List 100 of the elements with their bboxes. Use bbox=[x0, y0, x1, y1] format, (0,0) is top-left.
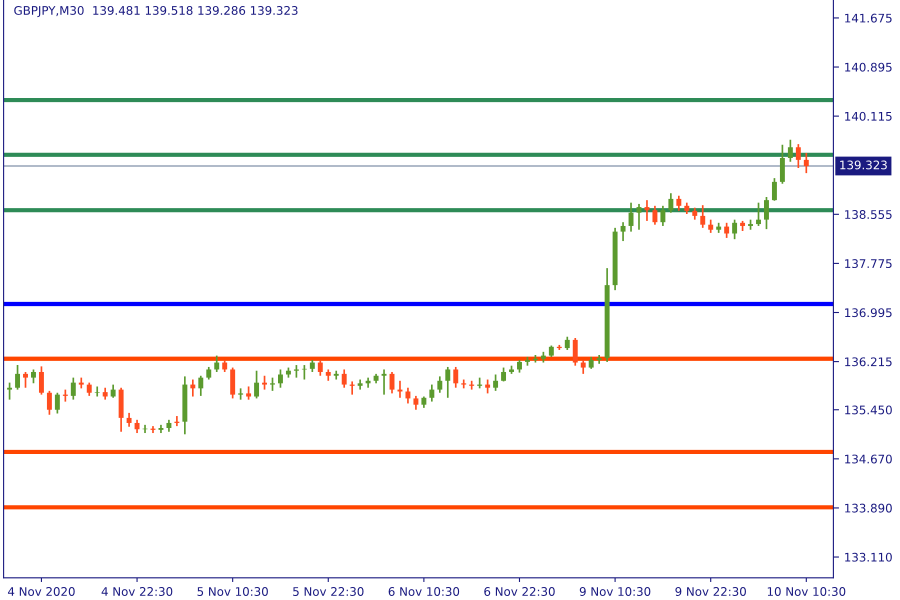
candlestick bbox=[390, 371, 394, 394]
candlestick bbox=[756, 202, 761, 227]
candlestick bbox=[453, 366, 458, 389]
y-tick-label: 136.995 bbox=[845, 308, 892, 318]
candlestick bbox=[676, 194, 682, 212]
candlestick bbox=[134, 418, 140, 434]
ref-line-label: 139.323 bbox=[840, 160, 887, 170]
y-tick-label: 137.775 bbox=[845, 259, 892, 268]
candlestick bbox=[94, 386, 100, 398]
candlestick bbox=[652, 204, 658, 226]
candlestick bbox=[38, 365, 44, 396]
candlestick bbox=[23, 371, 28, 389]
candlestick bbox=[485, 378, 490, 394]
y-tick-label: 135.450 bbox=[845, 405, 892, 414]
candlestick bbox=[437, 376, 442, 394]
candlestick bbox=[660, 204, 666, 227]
candlestick bbox=[628, 202, 634, 232]
candlestick bbox=[748, 218, 754, 231]
candlestick bbox=[374, 373, 379, 384]
candlestick bbox=[70, 376, 76, 401]
candlestick bbox=[493, 374, 498, 392]
y-tick-label: 134.670 bbox=[845, 454, 892, 464]
candlestick bbox=[246, 386, 252, 401]
y-tick-label: 133.110 bbox=[845, 552, 892, 562]
y-tick-label: 140.895 bbox=[845, 62, 892, 72]
candlestick bbox=[732, 218, 738, 240]
candlestick bbox=[405, 386, 410, 404]
candlestick bbox=[445, 366, 450, 399]
candlestick bbox=[318, 359, 323, 377]
candlestick bbox=[86, 382, 92, 397]
x-tick-label: 5 Nov 22:30 bbox=[293, 587, 364, 596]
candlestick bbox=[540, 351, 546, 364]
candlestick bbox=[174, 415, 180, 427]
candlestick bbox=[413, 395, 418, 411]
candlestick bbox=[214, 354, 220, 373]
candlestick bbox=[636, 203, 642, 231]
candlestick bbox=[620, 221, 626, 242]
candlestick bbox=[350, 380, 355, 396]
x-tick-label: 4 Nov 2020 bbox=[8, 587, 75, 596]
candlestick bbox=[190, 378, 196, 398]
candlestick bbox=[342, 368, 347, 389]
candlestick bbox=[286, 366, 291, 378]
candlestick bbox=[46, 390, 52, 416]
candlestick bbox=[126, 412, 132, 428]
x-tick-label: 5 Nov 10:30 bbox=[198, 587, 268, 596]
candlestick bbox=[572, 337, 578, 367]
y-tick-label: 141.675 bbox=[845, 14, 892, 23]
candlestick bbox=[692, 206, 698, 220]
candlestick bbox=[644, 199, 650, 222]
candlestick bbox=[708, 218, 714, 234]
candlestick bbox=[716, 222, 722, 234]
x-tick-label: 4 Nov 22:30 bbox=[102, 587, 172, 596]
candlestick bbox=[102, 386, 108, 401]
candlestick bbox=[254, 370, 260, 400]
candlestick bbox=[517, 359, 522, 374]
candlestick bbox=[788, 138, 793, 163]
candlestick bbox=[310, 359, 315, 373]
candlestick bbox=[764, 196, 769, 230]
y-tick-label: 138.555 bbox=[845, 210, 892, 219]
candlestick bbox=[262, 374, 267, 390]
candlestick bbox=[684, 202, 690, 215]
x-tick-label: 9 Nov 22:30 bbox=[675, 587, 746, 596]
candlestick bbox=[804, 152, 809, 174]
chart-title: GBPJPY,M30 139.481 139.518 139.286 139.323 bbox=[14, 6, 298, 18]
candlestick bbox=[588, 356, 594, 370]
candlestick bbox=[796, 143, 801, 169]
candlestick bbox=[198, 374, 204, 397]
candlestick bbox=[421, 396, 426, 409]
candlestick bbox=[150, 425, 156, 434]
candlestick bbox=[166, 418, 172, 433]
x-tick-label: 6 Nov 10:30 bbox=[388, 587, 460, 596]
x-tick-label: 6 Nov 22:30 bbox=[484, 587, 555, 596]
candlestick bbox=[142, 424, 148, 434]
y-tick-label: 133.890 bbox=[845, 504, 892, 513]
candlestick bbox=[62, 388, 68, 402]
candlestick bbox=[54, 392, 60, 414]
x-tick-label: 10 Nov 10:30 bbox=[768, 587, 846, 596]
candlestick bbox=[724, 222, 730, 239]
candlestick bbox=[564, 336, 570, 351]
candlestick bbox=[548, 344, 554, 358]
candlestick bbox=[382, 368, 387, 396]
candlestick bbox=[780, 144, 785, 185]
candlestick bbox=[580, 359, 586, 375]
candlestick bbox=[110, 384, 116, 399]
candlestick bbox=[358, 378, 363, 390]
candlestick bbox=[222, 360, 228, 373]
x-tick-label: 9 Nov 10:30 bbox=[580, 587, 650, 596]
candlestick bbox=[78, 376, 84, 390]
candlestick bbox=[501, 366, 506, 382]
candlestick bbox=[31, 368, 36, 384]
candlestick bbox=[326, 368, 331, 382]
candlestick bbox=[668, 192, 674, 214]
candlestick bbox=[477, 376, 482, 390]
candlestick bbox=[278, 368, 283, 389]
y-tick-label: 140.115 bbox=[845, 112, 892, 121]
candlestick bbox=[429, 384, 434, 402]
candlestick bbox=[398, 380, 402, 399]
candlestick bbox=[366, 376, 371, 389]
candlestick bbox=[740, 220, 746, 232]
candlestick bbox=[15, 364, 20, 390]
